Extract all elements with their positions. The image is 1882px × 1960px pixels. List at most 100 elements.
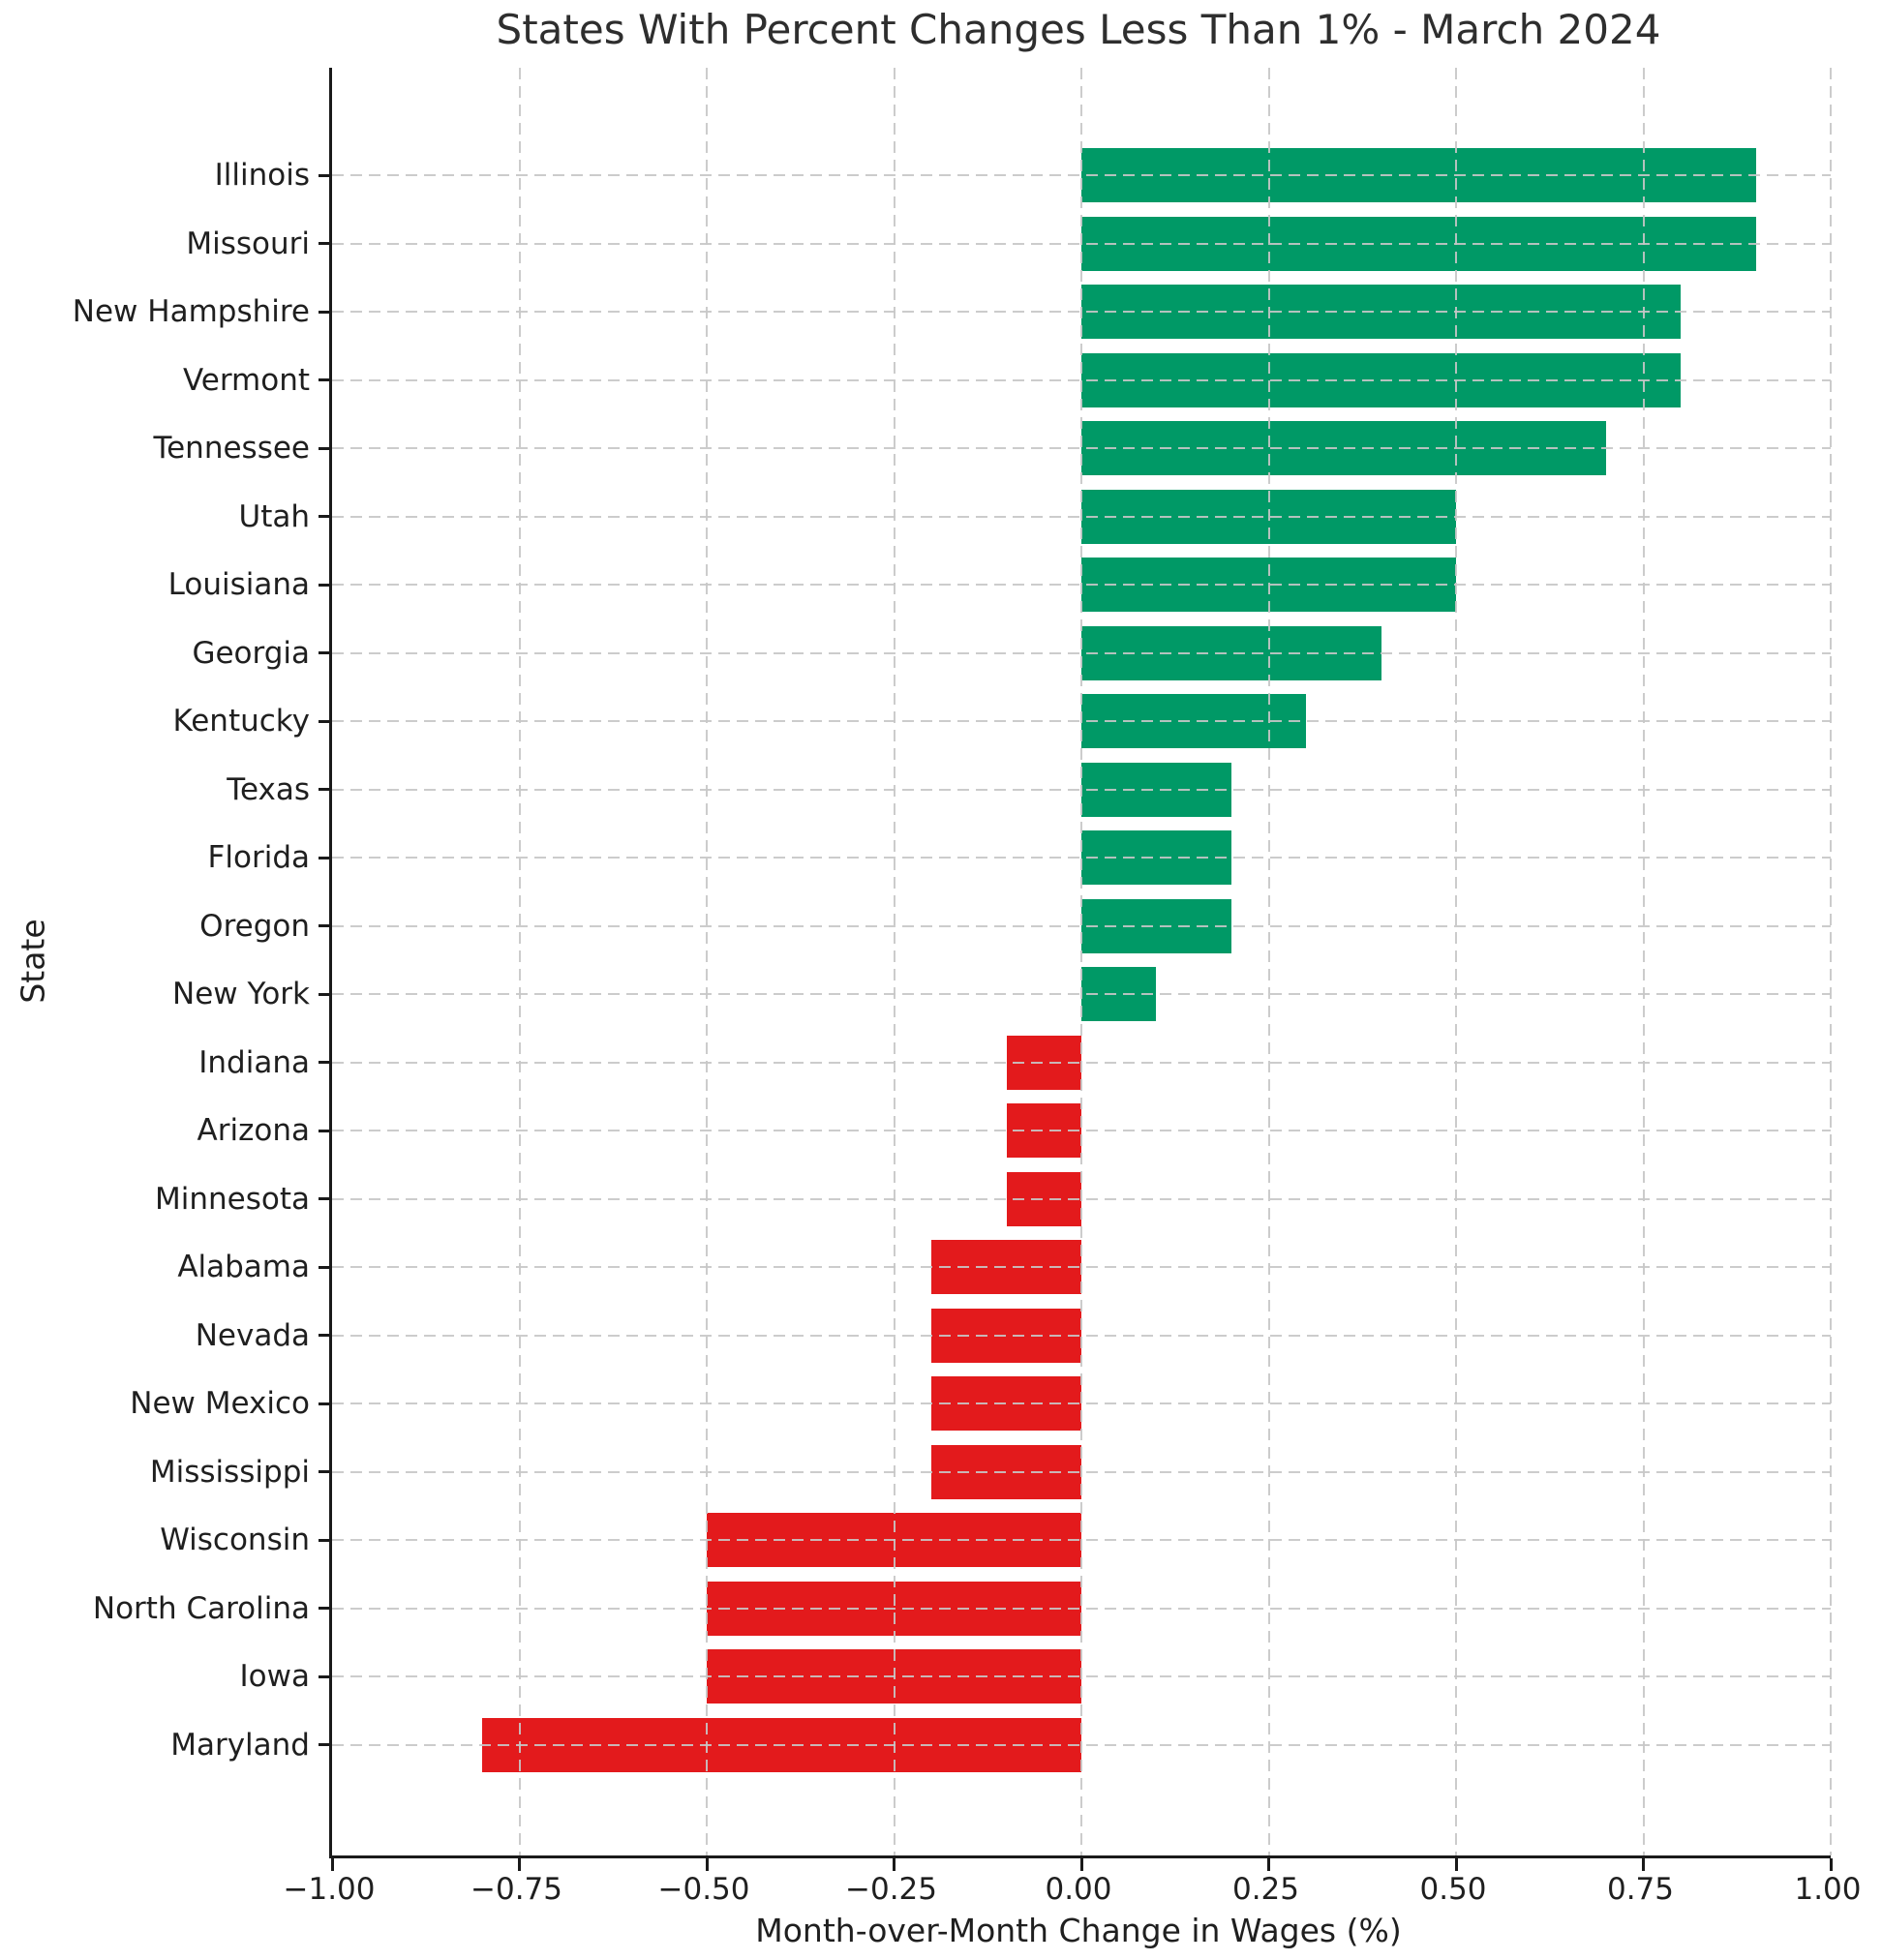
x-tick-mark — [1267, 1858, 1270, 1871]
horizontal-gridline — [332, 174, 1831, 176]
y-tick-mark — [319, 1538, 329, 1542]
y-tick-label-vermont: Vermont — [182, 362, 310, 398]
x-axis-label: Month-over-Month Change in Wages (%) — [755, 1912, 1402, 1949]
horizontal-gridline — [332, 788, 1831, 791]
horizontal-gridline — [332, 447, 1831, 449]
y-tick-mark — [319, 719, 329, 723]
x-tick-label: 0.00 — [1045, 1872, 1112, 1907]
y-tick-mark — [319, 1607, 329, 1610]
horizontal-gridline — [332, 1197, 1831, 1200]
y-tick-label-iowa: Iowa — [239, 1659, 310, 1694]
x-tick-mark — [1454, 1858, 1458, 1871]
x-tick-mark — [893, 1858, 895, 1871]
y-tick-label-minnesota: Minnesota — [155, 1181, 310, 1217]
y-tick-label-utah: Utah — [238, 498, 311, 534]
y-tick-mark — [319, 583, 329, 587]
y-tick-mark — [319, 173, 329, 177]
x-tick-mark — [1829, 1858, 1833, 1871]
y-tick-label-louisiana: Louisiana — [167, 567, 310, 602]
horizontal-gridline — [332, 651, 1831, 654]
y-tick-mark — [319, 788, 329, 791]
horizontal-gridline — [332, 1130, 1831, 1131]
y-tick-mark — [319, 1402, 329, 1405]
y-tick-label-indiana: Indiana — [198, 1044, 310, 1080]
y-tick-label-kentucky: Kentucky — [172, 704, 310, 739]
y-tick-mark — [319, 1265, 329, 1269]
vertical-gridline — [1455, 68, 1457, 1855]
horizontal-gridline — [332, 1402, 1831, 1404]
y-tick-label-illinois: Illinois — [214, 158, 310, 193]
y-tick-mark — [319, 1334, 329, 1337]
chart-title: States With Percent Changes Less Than 1%… — [496, 6, 1661, 53]
y-tick-label-arizona: Arizona — [197, 1113, 310, 1148]
x-tick-mark — [705, 1858, 709, 1871]
vertical-gridline — [518, 68, 521, 1855]
y-tick-label-mississippi: Mississippi — [149, 1454, 310, 1490]
y-tick-mark — [319, 378, 329, 381]
horizontal-gridline — [332, 515, 1831, 518]
y-tick-mark — [319, 1129, 329, 1132]
y-tick-label-maryland: Maryland — [170, 1727, 310, 1763]
vertical-gridline — [1830, 68, 1832, 1855]
horizontal-gridline — [332, 857, 1831, 859]
horizontal-gridline — [332, 1061, 1831, 1064]
y-tick-mark — [319, 651, 329, 654]
y-tick-label-oregon: Oregon — [199, 908, 310, 944]
y-tick-mark — [319, 1061, 329, 1064]
y-tick-label-tennessee: Tennessee — [153, 431, 310, 466]
y-tick-label-nevada: Nevada — [195, 1317, 310, 1353]
y-tick-mark — [319, 1470, 329, 1473]
y-tick-label-new-hampshire: New Hampshire — [72, 294, 310, 329]
y-tick-mark — [319, 1197, 329, 1200]
y-tick-label-new-mexico: New Mexico — [130, 1386, 310, 1421]
horizontal-gridline — [332, 1470, 1831, 1473]
y-tick-label-north-carolina: North Carolina — [92, 1590, 310, 1626]
y-tick-mark — [319, 242, 329, 245]
y-tick-label-texas: Texas — [227, 771, 310, 807]
y-tick-mark — [319, 856, 329, 859]
y-tick-label-florida: Florida — [207, 840, 310, 875]
x-tick-label: −1.00 — [283, 1872, 376, 1907]
y-tick-mark — [319, 310, 329, 314]
y-tick-label-wisconsin: Wisconsin — [160, 1523, 310, 1557]
vertical-gridline — [1642, 68, 1645, 1855]
x-tick-mark — [1642, 1858, 1645, 1871]
x-tick-label: 0.50 — [1419, 1872, 1487, 1907]
y-tick-mark — [319, 1743, 329, 1746]
horizontal-gridline — [332, 242, 1831, 245]
y-tick-label-missouri: Missouri — [186, 226, 310, 261]
horizontal-gridline — [332, 1607, 1831, 1610]
x-tick-mark — [518, 1858, 521, 1871]
y-tick-mark — [319, 446, 329, 450]
vertical-gridline — [706, 68, 708, 1855]
horizontal-gridline — [332, 720, 1831, 722]
x-tick-label: −0.75 — [470, 1872, 562, 1907]
horizontal-gridline — [332, 1539, 1831, 1541]
vertical-gridline — [1080, 68, 1082, 1855]
horizontal-gridline — [332, 1334, 1831, 1337]
horizontal-gridline — [332, 584, 1831, 586]
horizontal-gridline — [332, 1675, 1831, 1677]
x-tick-mark — [1079, 1858, 1083, 1871]
horizontal-gridline — [332, 924, 1831, 927]
y-tick-label-georgia: Georgia — [192, 635, 310, 671]
y-tick-label-new-york: New York — [172, 977, 310, 1011]
y-tick-mark — [319, 992, 329, 996]
horizontal-gridline — [332, 378, 1831, 381]
y-tick-mark — [319, 515, 329, 518]
y-tick-mark — [319, 924, 329, 927]
x-tick-label: 1.00 — [1794, 1872, 1862, 1907]
x-tick-mark — [330, 1858, 334, 1871]
vertical-gridline — [893, 68, 895, 1855]
x-tick-label: 0.25 — [1231, 1872, 1300, 1907]
horizontal-gridline — [332, 993, 1831, 995]
horizontal-gridline — [332, 1743, 1831, 1746]
x-tick-label: −0.50 — [657, 1872, 750, 1907]
x-tick-label: −0.25 — [845, 1872, 937, 1907]
y-tick-label-alabama: Alabama — [177, 1250, 310, 1284]
y-tick-mark — [319, 1674, 329, 1678]
x-tick-label: 0.75 — [1606, 1872, 1675, 1907]
plot-area — [319, 68, 1833, 1871]
vertical-gridline — [1267, 68, 1270, 1855]
